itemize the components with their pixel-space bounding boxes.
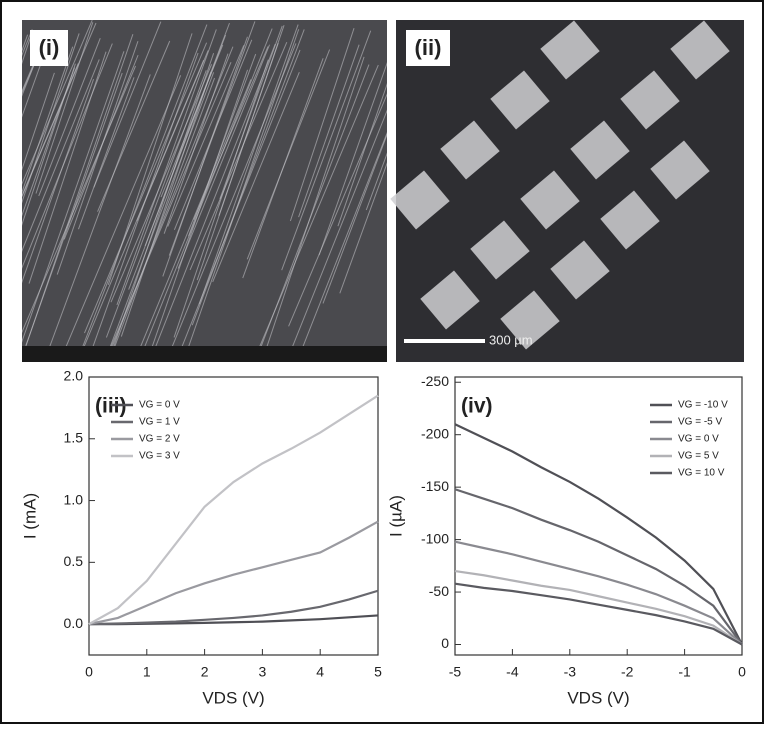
legend-label: VG = 5 V — [678, 451, 719, 462]
x-axis-label: VDS (V) — [567, 688, 629, 707]
legend-label: VG = -10 V — [678, 400, 728, 411]
y-tick-label: -150 — [421, 478, 449, 494]
info-bar — [22, 346, 387, 362]
y-tick-label: 0.5 — [64, 553, 84, 569]
y-tick-label: 1.5 — [64, 429, 84, 445]
y-tick-label: -250 — [421, 373, 449, 389]
y-tick-label: -100 — [421, 530, 449, 546]
x-tick-label: 5 — [374, 664, 382, 680]
scale-bar-label: 300 µm — [489, 332, 533, 347]
x-tick-label: 0 — [738, 664, 746, 680]
legend-label: VG = 0 V — [678, 434, 719, 445]
legend-label: VG = 3 V — [139, 451, 180, 462]
y-tick-label: 2.0 — [64, 368, 84, 384]
panel-label: (ii) — [415, 35, 442, 60]
y-tick-label: 0.0 — [64, 615, 84, 631]
x-tick-label: -4 — [506, 664, 519, 680]
x-tick-label: -1 — [678, 664, 691, 680]
x-tick-label: 3 — [259, 664, 267, 680]
legend-label: VG = 10 V — [678, 468, 725, 479]
y-axis-label: I (mA) — [20, 493, 39, 539]
x-tick-label: -2 — [621, 664, 634, 680]
y-tick-label: -200 — [421, 425, 449, 441]
y-tick-label: 1.0 — [64, 491, 84, 507]
x-tick-label: 1 — [143, 664, 151, 680]
x-tick-label: 4 — [316, 664, 324, 680]
legend-label: VG = 2 V — [139, 434, 180, 445]
x-tick-label: 0 — [85, 664, 93, 680]
legend-label: VG = 1 V — [139, 417, 180, 428]
figure: (i) (ii) 300 µm 0 1 2 3 4 5 0.0 0.5 1.0 1.5 2.0 VDS… — [0, 0, 764, 724]
panel-label: (iv) — [461, 395, 493, 418]
y-axis-label: I (µA) — [386, 495, 405, 537]
panel-label: (i) — [39, 35, 60, 60]
x-tick-label: -5 — [449, 664, 462, 680]
legend-label: VG = -5 V — [678, 417, 723, 428]
x-axis-label: VDS (V) — [202, 688, 264, 707]
x-tick-label: 2 — [201, 664, 209, 680]
x-tick-label: -3 — [564, 664, 577, 680]
y-tick-label: 0 — [441, 635, 449, 651]
legend-label: VG = 0 V — [139, 400, 180, 411]
y-tick-label: -50 — [429, 583, 449, 599]
